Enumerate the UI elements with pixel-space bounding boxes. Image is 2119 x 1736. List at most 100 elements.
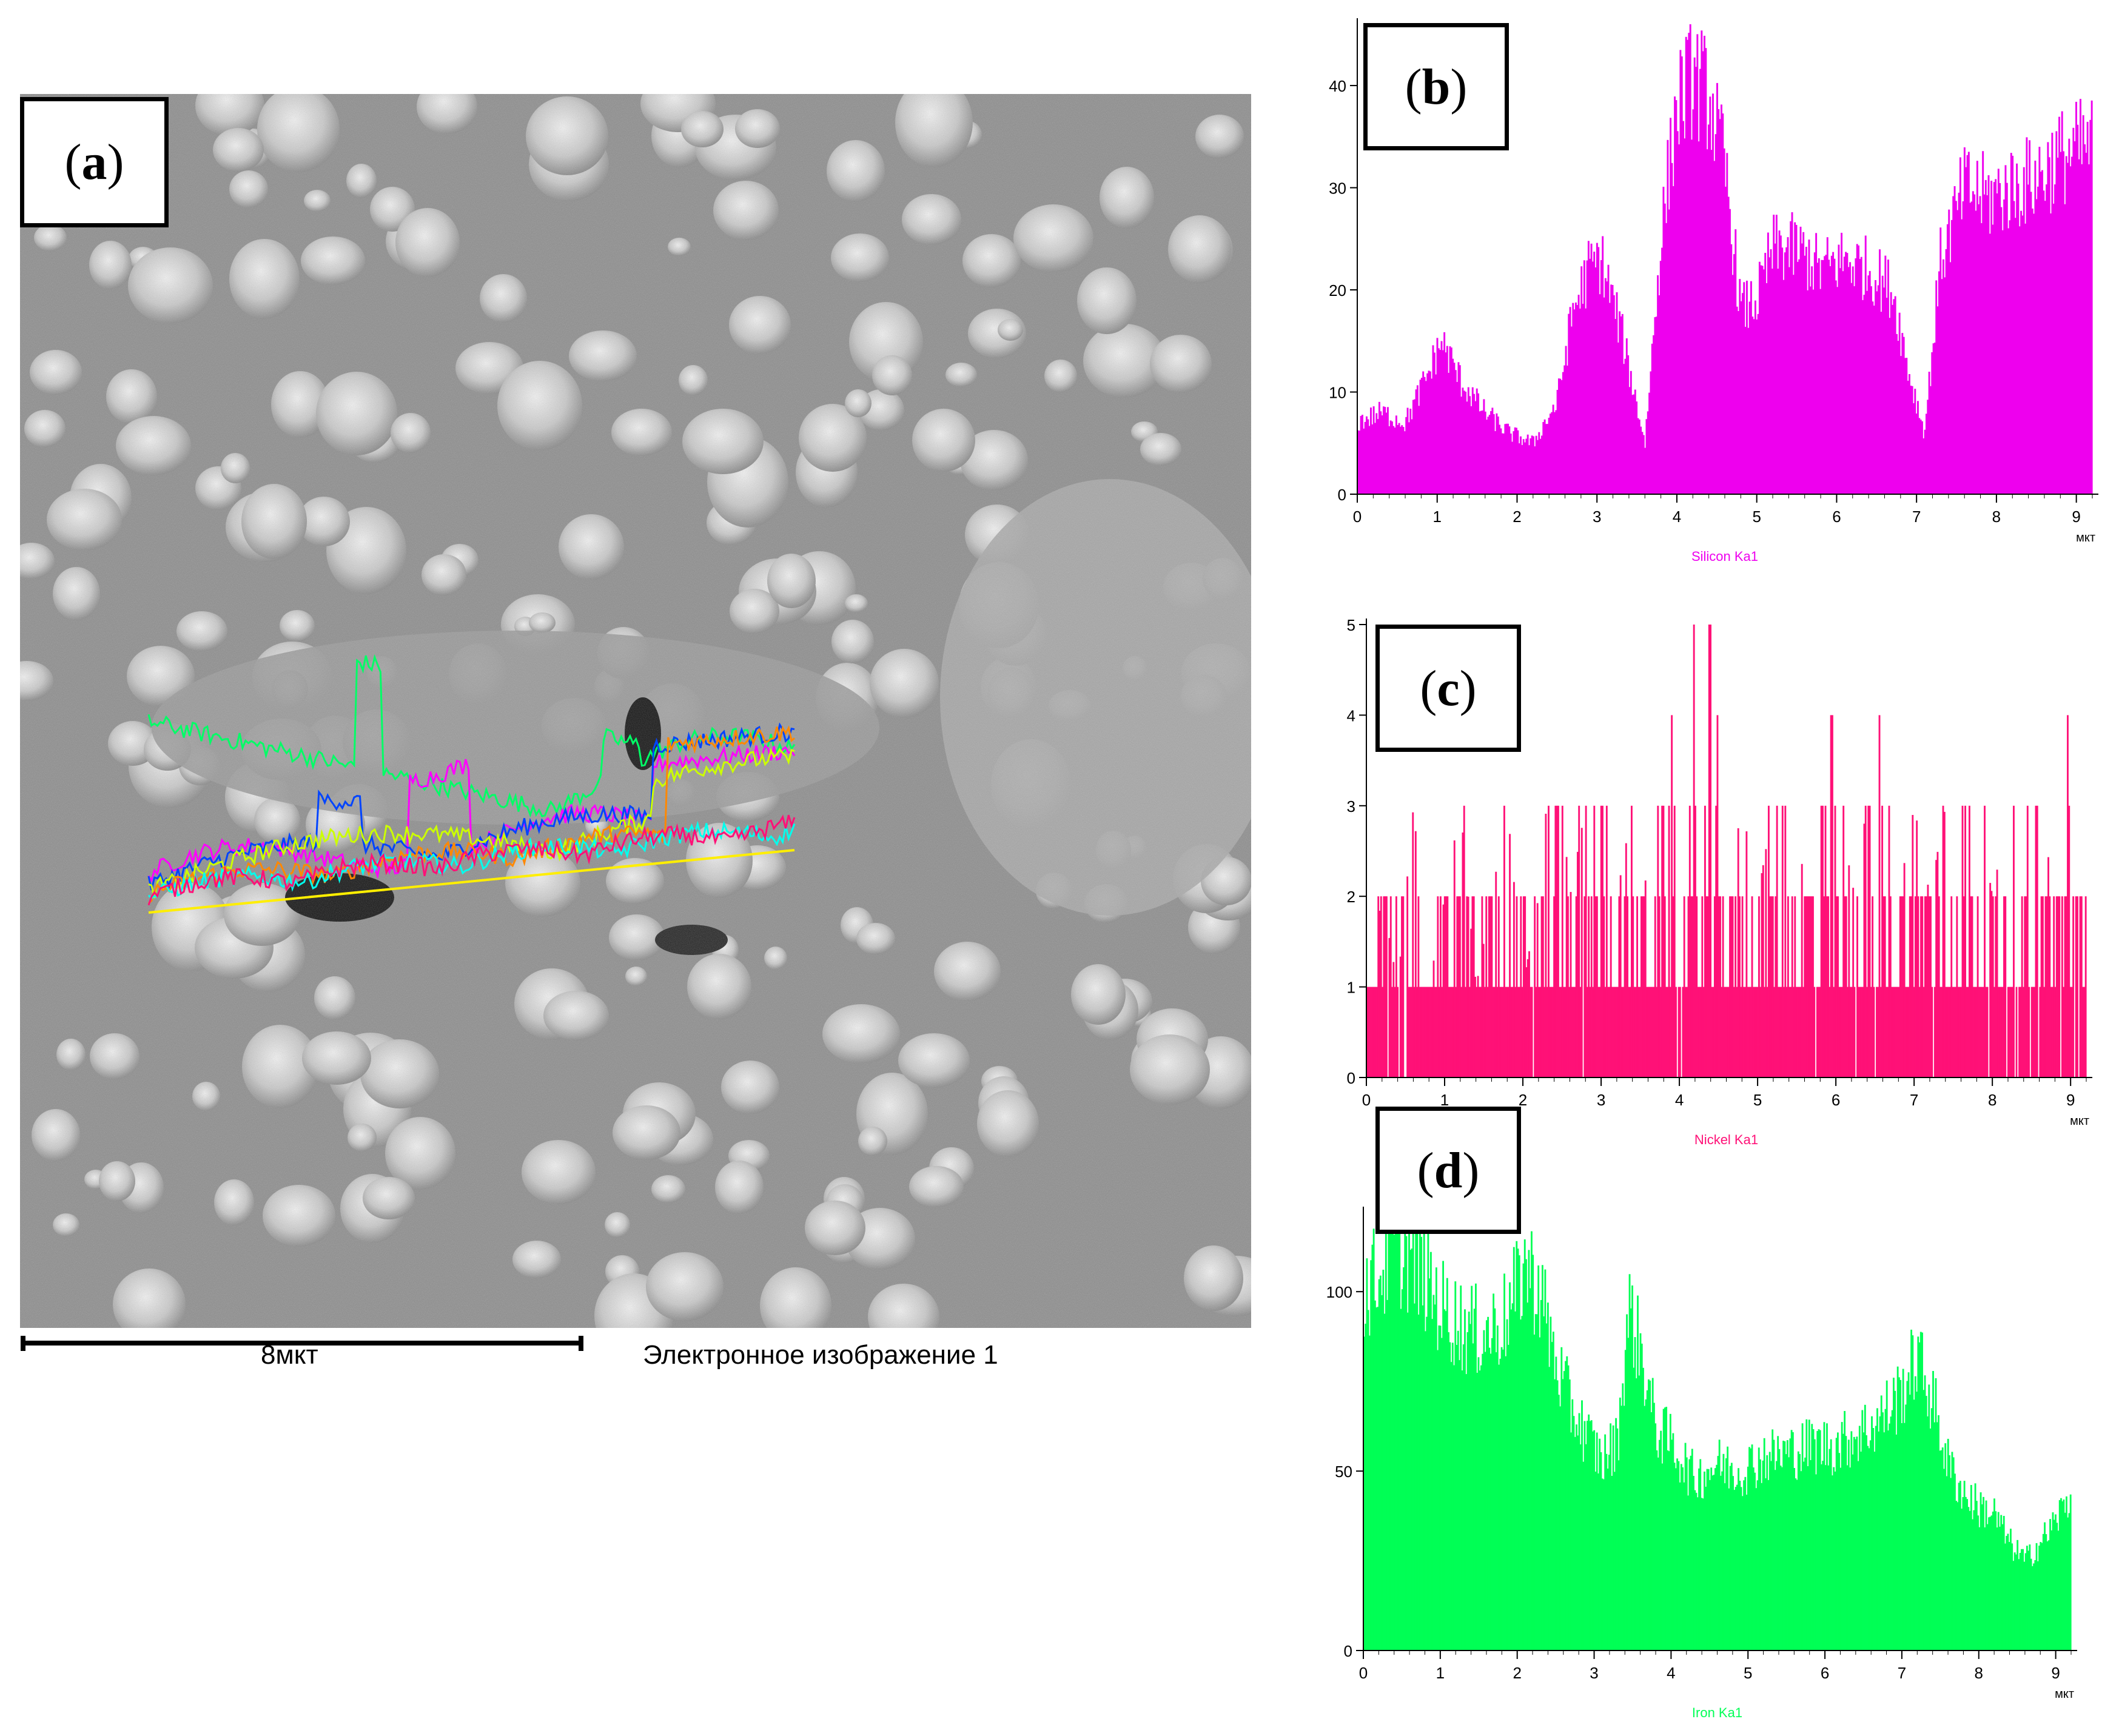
data-bar (2023, 1561, 2026, 1651)
data-bar (2001, 230, 2004, 494)
data-bar (1382, 987, 1383, 1077)
data-bar (1579, 1444, 1582, 1651)
data-bar (1899, 1379, 1902, 1651)
data-bar (1963, 1481, 1966, 1651)
data-bar (1921, 421, 1923, 494)
data-bar (1559, 1406, 1562, 1651)
data-bar (1639, 987, 1641, 1077)
x-tick-label: 7 (1912, 508, 1921, 526)
data-bar (2015, 1554, 2017, 1651)
data-bar (2010, 1529, 2012, 1651)
data-bar (1740, 987, 1742, 1077)
data-bar (1804, 255, 1806, 494)
data-bar (1414, 399, 1416, 494)
data-bar (1496, 413, 1498, 494)
data-bar (1367, 419, 1369, 494)
data-bar (1388, 1220, 1390, 1651)
data-bar (1673, 1463, 1676, 1651)
data-bar (2064, 896, 2066, 1077)
data-bar (1468, 987, 1471, 1077)
data-bar (1402, 896, 1405, 1077)
data-bar (1477, 976, 1479, 1077)
data-bar (1550, 1316, 1552, 1651)
data-bar (1838, 987, 1841, 1077)
data-bar (1419, 380, 1422, 494)
data-bar (1548, 805, 1550, 1077)
data-bar (1791, 212, 1793, 494)
data-bar (1374, 1300, 1376, 1651)
data-bar (1513, 882, 1515, 1077)
data-bar (1719, 1475, 1722, 1651)
data-bar (1589, 258, 1591, 494)
data-bar (1431, 987, 1434, 1077)
data-bar (1802, 1461, 1805, 1651)
data-bar (1947, 1438, 1949, 1651)
data-bar (1446, 896, 1449, 1077)
data-bar (1723, 148, 1725, 495)
data-bar (1531, 435, 1533, 494)
data-bar (2020, 210, 2023, 494)
data-bar (1774, 1470, 1776, 1651)
y-tick-label: 40 (1329, 77, 1346, 95)
data-bar (1537, 440, 1539, 494)
data-bar (1958, 192, 1960, 494)
data-bar (1621, 313, 1624, 494)
data-bar (1984, 179, 1987, 494)
data-bar (1559, 378, 1562, 494)
data-bar (1852, 266, 1854, 494)
data-bar (1986, 195, 1989, 494)
data-bar (1505, 987, 1507, 1077)
data-bar (1770, 1461, 1772, 1651)
data-bar (1576, 851, 1579, 1077)
data-bar (1367, 1310, 1369, 1651)
data-bar (1944, 1443, 1947, 1651)
data-bar (1479, 411, 1481, 494)
data-bar (1556, 805, 1558, 1077)
data-bar (1401, 425, 1403, 494)
data-bar (2083, 987, 2086, 1077)
data-bar (1856, 1436, 1858, 1651)
data-bar (1785, 247, 1788, 494)
data-bar (1932, 1371, 1934, 1651)
data-bar (1781, 247, 1784, 494)
data-bar (1679, 50, 1682, 494)
data-bar (1392, 1233, 1394, 1651)
data-bar (1632, 896, 1634, 1077)
data-bar (1910, 386, 1912, 494)
data-bar (2019, 1553, 2021, 1651)
data-bar (2046, 1541, 2049, 1651)
data-bar (1544, 1269, 1546, 1651)
data-bar (1777, 269, 1779, 494)
data-bar (1794, 896, 1796, 1077)
data-bar (1588, 896, 1590, 1077)
data-bar (1782, 280, 1785, 494)
data-bar (1701, 1498, 1703, 1651)
data-bar (1796, 1480, 1798, 1651)
data-bar (1785, 987, 1788, 1077)
data-bar (1653, 987, 1655, 1077)
data-bar (1795, 1478, 1797, 1651)
data-bar (1481, 896, 1483, 1077)
data-bar (1739, 279, 1741, 494)
data-bar (1766, 987, 1768, 1077)
data-bar (1767, 805, 1770, 1077)
data-bar (1495, 871, 1497, 1077)
data-bar (1505, 423, 1508, 494)
data-bar (1975, 987, 1978, 1077)
data-bar (1471, 1285, 1473, 1651)
data-bar (1736, 987, 1738, 1077)
data-bar (1688, 805, 1691, 1077)
data-bar (1745, 831, 1748, 1077)
data-bar (1925, 414, 1927, 494)
data-bar (1498, 1364, 1500, 1651)
data-bar (1640, 1343, 1643, 1651)
data-bar (2026, 1546, 2028, 1651)
data-bar (1456, 381, 1459, 494)
data-bar (1570, 326, 1573, 494)
data-bar (1903, 863, 1906, 1077)
data-bar (1999, 1526, 2001, 1651)
data-bar (2027, 184, 2029, 494)
data-bar (1759, 1459, 1761, 1651)
data-bar (1540, 896, 1543, 1077)
data-bar (1436, 338, 1439, 494)
